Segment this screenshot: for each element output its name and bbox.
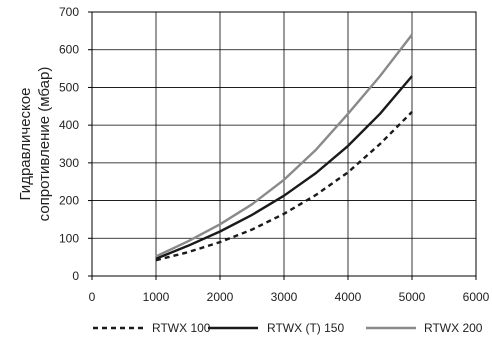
legend-label-1: RTWX 100 bbox=[152, 321, 211, 335]
x-tick-label: 1000 bbox=[143, 290, 170, 304]
y-tick-label: 100 bbox=[59, 231, 79, 245]
y-tick-label: 600 bbox=[59, 43, 79, 57]
x-tick-label: 4000 bbox=[335, 290, 362, 304]
series-line-2 bbox=[155, 75, 413, 260]
series-line-3 bbox=[155, 33, 413, 258]
y-tick-label: 400 bbox=[59, 118, 79, 132]
x-tick-label: 3000 bbox=[271, 290, 298, 304]
grid-layer bbox=[92, 12, 476, 276]
y-tick-label: 500 bbox=[59, 80, 79, 94]
x-tick-label: 2000 bbox=[207, 290, 234, 304]
x-tick-label: 0 bbox=[89, 290, 96, 304]
y-axis-label: Гидравлическое сопротивление (мбар) bbox=[17, 67, 53, 222]
legend: RTWX 100 RTWX (T) 150 RTWX 200 bbox=[93, 321, 483, 335]
legend-label-2: RTWX (T) 150 bbox=[267, 321, 344, 335]
y-tick-label: 700 bbox=[59, 5, 79, 19]
axis-layer: 0 1000 2000 3000 4000 5000 6000 0 100 200 300 400 50… bbox=[17, 5, 490, 304]
y-tick-label: 200 bbox=[59, 194, 79, 208]
x-tick-label: 6000 bbox=[463, 290, 490, 304]
series-layer bbox=[155, 33, 413, 262]
y-tick-label: 300 bbox=[59, 156, 79, 170]
legend-label-3: RTWX 200 bbox=[424, 321, 483, 335]
y-tick-label: 0 bbox=[72, 269, 79, 283]
x-tick-label: 5000 bbox=[399, 290, 426, 304]
series-line-1 bbox=[155, 111, 413, 262]
y-axis-label-line: сопротивление (мбар) bbox=[36, 67, 53, 222]
y-axis-label-line: Гидравлическое bbox=[17, 88, 34, 201]
